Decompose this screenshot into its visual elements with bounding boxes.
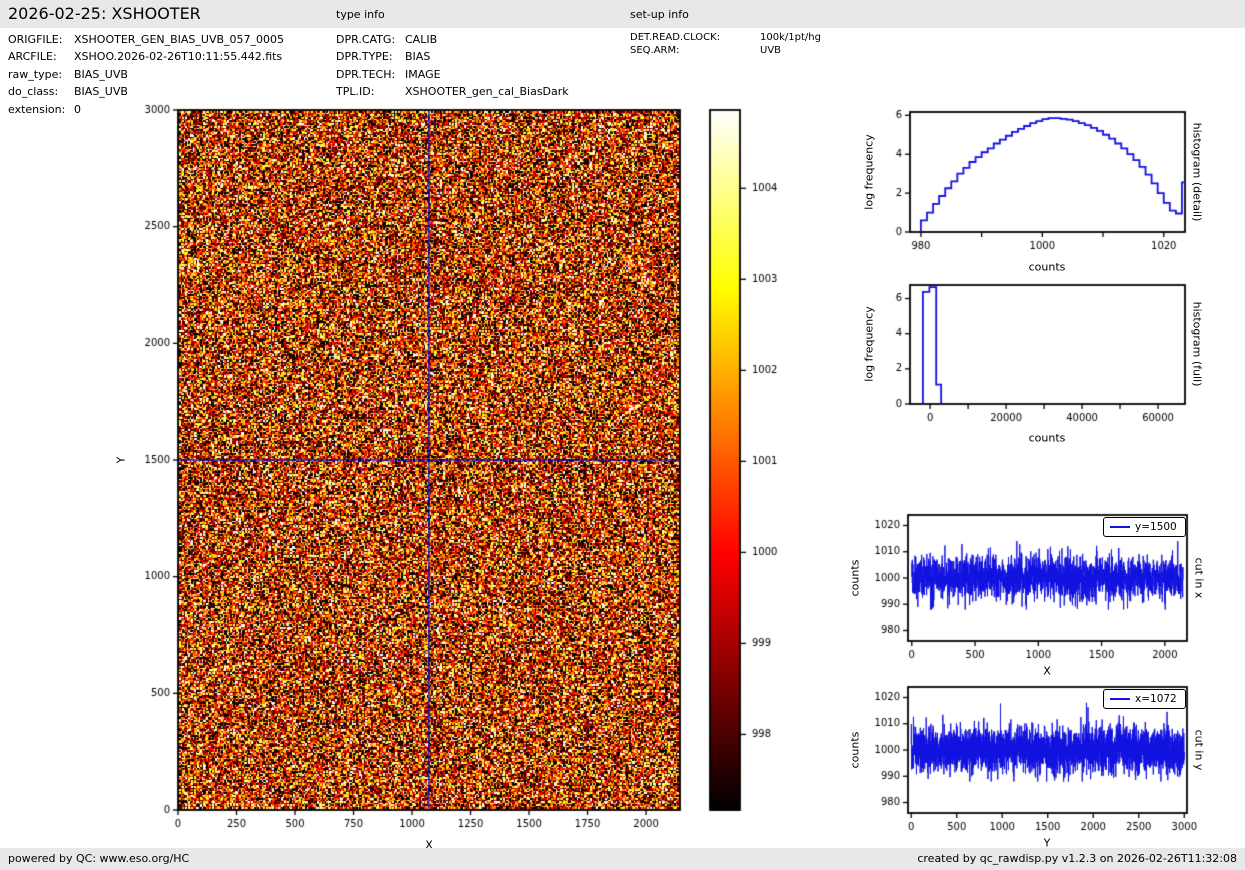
field-value: 0 bbox=[74, 102, 81, 116]
type-info-heading: type info bbox=[336, 8, 385, 21]
footer-created-by: created by qc_rawdisp.py v1.2.3 on 2026-… bbox=[917, 852, 1237, 865]
field-label: DPR.CATG: bbox=[336, 33, 396, 46]
cut-in-y-legend-label: x=1072 bbox=[1135, 693, 1177, 705]
file-info-row: extension: 0 bbox=[8, 101, 284, 118]
field-value: XSHOO.2026-02-26T10:11:55.442.fits bbox=[74, 50, 283, 64]
field-value: CALIB bbox=[405, 33, 438, 46]
file-info-row: raw_type: BIAS_UVB bbox=[8, 66, 284, 83]
type-info-row: DPR.TYPE: BIAS bbox=[336, 48, 569, 65]
type-info-row: DPR.TECH: IMAGE bbox=[336, 66, 569, 83]
page-title: 2026-02-25: XSHOOTER bbox=[8, 4, 201, 23]
field-value: UVB bbox=[760, 44, 782, 56]
type-info-row: TPL.ID: XSHOOTER_gen_cal_BiasDark bbox=[336, 83, 569, 100]
field-label: DPR.TYPE: bbox=[336, 50, 393, 64]
field-value: BIAS_UVB bbox=[74, 67, 128, 81]
file-info-row: ARCFILE: XSHOO.2026-02-26T10:11:55.442.fi… bbox=[8, 48, 284, 65]
footer-powered-by: powered by QC: www.eso.org/HC bbox=[8, 852, 190, 865]
field-value: 100k/1pt/hg bbox=[760, 32, 821, 43]
bias-image-xaxis-label: X bbox=[425, 838, 433, 852]
histogram-full-right-label: histogram (full) bbox=[1190, 301, 1204, 387]
histogram-full-yaxis-label: log frequency bbox=[862, 306, 876, 382]
histogram-detail-yaxis-label: log frequency bbox=[862, 134, 876, 210]
cut-in-y-xaxis-label: Y bbox=[1043, 836, 1051, 850]
cut-in-x-legend-label: y=1500 bbox=[1135, 521, 1177, 533]
field-value: BIAS_UVB bbox=[74, 85, 128, 99]
file-info-row: do_class: BIAS_UVB bbox=[8, 83, 284, 100]
field-value: IMAGE bbox=[405, 67, 441, 81]
cut-in-x-legend: y=1500 bbox=[1103, 517, 1186, 537]
bias-image-yaxis-label: Y bbox=[114, 456, 128, 464]
field-value: XSHOOTER_GEN_BIAS_UVB_057_0005 bbox=[74, 33, 285, 46]
field-label: ORIGFILE: bbox=[8, 33, 63, 46]
field-label: TPL.ID: bbox=[336, 85, 375, 99]
field-label: SEQ.ARM: bbox=[630, 44, 680, 56]
field-label: DPR.TECH: bbox=[336, 67, 396, 81]
histogram-full-xaxis-label: counts bbox=[1028, 431, 1066, 445]
field-value: XSHOOTER_gen_cal_BiasDark bbox=[405, 85, 569, 99]
setup-info-row: SEQ.ARM: UVB bbox=[630, 45, 821, 58]
cut-in-y-yaxis-label: counts bbox=[848, 731, 862, 769]
file-info-row: ORIGFILE: XSHOOTER_GEN_BIAS_UVB_057_0005 bbox=[8, 31, 284, 48]
field-label: DET.READ.CLOCK: bbox=[630, 32, 721, 43]
file-info-block: ORIGFILE: XSHOOTER_GEN_BIAS_UVB_057_0005 … bbox=[8, 31, 284, 118]
cut-in-x-yaxis-label: counts bbox=[848, 559, 862, 597]
cut-in-y-legend: x=1072 bbox=[1103, 689, 1186, 709]
setup-info-block: DET.READ.CLOCK: 100k/1pt/hg SEQ.ARM: UVB bbox=[630, 32, 821, 57]
type-info-row: DPR.CATG: CALIB bbox=[336, 31, 569, 48]
header-bar: 2026-02-25: XSHOOTER type info set-up in… bbox=[0, 0, 1245, 28]
histogram-detail-xaxis-label: counts bbox=[1028, 260, 1066, 274]
footer-bar: powered by QC: www.eso.org/HC created by… bbox=[0, 848, 1245, 870]
legend-line-sample bbox=[1110, 698, 1130, 700]
field-label: raw_type: bbox=[8, 67, 63, 81]
setup-info-heading: set-up info bbox=[630, 8, 689, 21]
field-label: do_class: bbox=[8, 85, 59, 99]
type-info-block: DPR.CATG: CALIB DPR.TYPE: BIAS DPR.TECH: IM… bbox=[336, 31, 569, 101]
setup-info-row: DET.READ.CLOCK: 100k/1pt/hg bbox=[630, 32, 821, 45]
field-value: BIAS bbox=[405, 50, 431, 64]
field-label: extension: bbox=[8, 102, 66, 116]
histogram-detail-right-label: histogram (detail) bbox=[1190, 122, 1204, 222]
legend-line-sample bbox=[1110, 526, 1130, 528]
cut-in-y-right-label: cut in y bbox=[1192, 729, 1206, 771]
cut-in-x-right-label: cut in x bbox=[1192, 557, 1206, 599]
cut-in-x-xaxis-label: X bbox=[1043, 664, 1051, 678]
field-label: ARCFILE: bbox=[8, 50, 57, 64]
